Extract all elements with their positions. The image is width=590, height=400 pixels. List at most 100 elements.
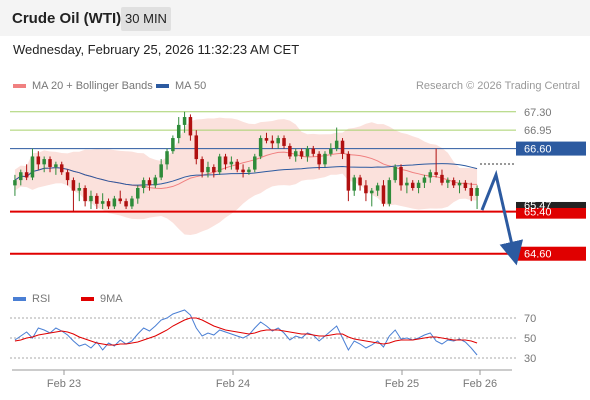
candle-body — [77, 188, 82, 191]
candle-body — [282, 138, 286, 146]
ma50-line — [14, 163, 478, 186]
candle-body — [422, 177, 427, 183]
candle-body — [375, 185, 380, 191]
candle-body — [212, 166, 216, 173]
candle-body — [270, 140, 275, 144]
legend-ma20-swatch — [13, 84, 26, 89]
candle-body — [112, 198, 117, 207]
candle-body — [305, 148, 310, 157]
candle-body — [469, 188, 473, 196]
candle-body — [165, 151, 169, 165]
rsi-series-RSI — [14, 309, 478, 356]
candle-body — [364, 185, 368, 194]
candle-body — [136, 188, 140, 199]
candle-body — [54, 164, 58, 167]
candle-body — [42, 159, 46, 165]
candle-body — [370, 190, 374, 194]
candle-body — [48, 159, 52, 167]
candle-body — [235, 161, 239, 170]
candle-body — [24, 172, 29, 178]
candle-body — [358, 177, 362, 186]
candle-body — [434, 172, 438, 175]
level-tag-66.60 — [516, 141, 586, 156]
candle-body — [334, 140, 339, 149]
candle-body — [451, 180, 456, 186]
research-credit: Research © 2026 Trading Central — [415, 80, 580, 92]
candle-body — [346, 153, 351, 191]
level-label-66.60: 66.60 — [524, 144, 552, 156]
candle-body — [106, 201, 111, 207]
rsi-tick-70: 70 — [524, 313, 536, 325]
rsi-legend-swatch-RSI — [13, 297, 26, 301]
timeframe-button[interactable]: 30 MIN — [121, 7, 171, 31]
rsi-legend-swatch-9MA — [81, 297, 94, 301]
candle-body — [206, 166, 210, 173]
x-tick-label: Feb 23 — [47, 378, 81, 390]
candle-body — [475, 188, 479, 196]
candle-body — [381, 185, 386, 204]
level-tag-65.40 — [516, 204, 586, 219]
candle-body — [323, 153, 327, 165]
candle-body — [229, 161, 234, 165]
rsi-series-9MA — [14, 317, 478, 346]
candle-body — [130, 198, 134, 207]
candle-body — [95, 195, 99, 204]
candle-body — [446, 180, 450, 183]
candle-body — [124, 201, 128, 207]
candle-body — [405, 182, 409, 186]
candle-body — [30, 156, 35, 178]
candle-body — [253, 156, 257, 170]
candle-body — [241, 169, 245, 173]
candle-body — [317, 153, 321, 165]
last-price-tag — [516, 201, 586, 208]
candle-body — [36, 156, 41, 165]
level-label-66.95: 66.95 — [524, 125, 552, 137]
level-tag-64.60 — [516, 246, 586, 261]
candle-body — [217, 156, 222, 173]
candle-body — [71, 180, 76, 191]
candle-body — [416, 182, 421, 188]
candle-body — [258, 138, 263, 157]
candle-body — [247, 169, 251, 173]
candle-body — [288, 145, 292, 157]
candle-body — [171, 138, 175, 152]
x-tick-label: Feb 24 — [216, 378, 250, 390]
legend-ma20: MA 20 + Bollinger Bands — [13, 80, 153, 92]
legend-ma50-label: MA 50 — [175, 80, 207, 92]
level-label-64.60: 64.60 — [524, 249, 552, 261]
rsi-tick-30: 30 — [524, 353, 536, 365]
candle-body — [440, 174, 444, 183]
candle-body — [19, 172, 23, 181]
level-label-65.40: 65.40 — [524, 207, 552, 219]
candle-body — [399, 166, 403, 186]
candle-body — [141, 180, 146, 188]
legend-ma50-swatch — [156, 84, 169, 89]
candle-body — [410, 182, 415, 188]
candle-body — [83, 188, 87, 202]
candle-body — [387, 180, 392, 204]
candle-body — [340, 140, 345, 154]
candle-body — [299, 151, 304, 157]
rsi-tick-50: 50 — [524, 333, 536, 345]
chart-datetime: Wednesday, February 25, 2026 11:32:23 AM… — [13, 42, 300, 57]
candle-body — [176, 124, 181, 139]
candle-body — [264, 138, 269, 141]
instrument-title: Crude Oil (WTI) — [12, 10, 122, 27]
level-label-67.30: 67.30 — [524, 107, 552, 119]
candle-body — [65, 172, 70, 181]
candle-body — [352, 177, 356, 191]
rsi-legend-label-RSI: RSI — [32, 293, 50, 305]
candle-body — [188, 117, 193, 136]
candle-body — [428, 172, 433, 178]
candle-body — [89, 195, 93, 202]
candle-body — [311, 148, 316, 154]
legend-ma20-label: MA 20 + Bollinger Bands — [32, 80, 153, 92]
last-price-label: 65.47 — [524, 200, 552, 212]
candle-body — [118, 198, 122, 202]
candle-body — [153, 177, 158, 186]
rsi-legend-label-9MA: 9MA — [100, 293, 123, 305]
candle-body — [329, 148, 333, 154]
candle-body — [200, 159, 204, 173]
candle-body — [182, 117, 187, 125]
